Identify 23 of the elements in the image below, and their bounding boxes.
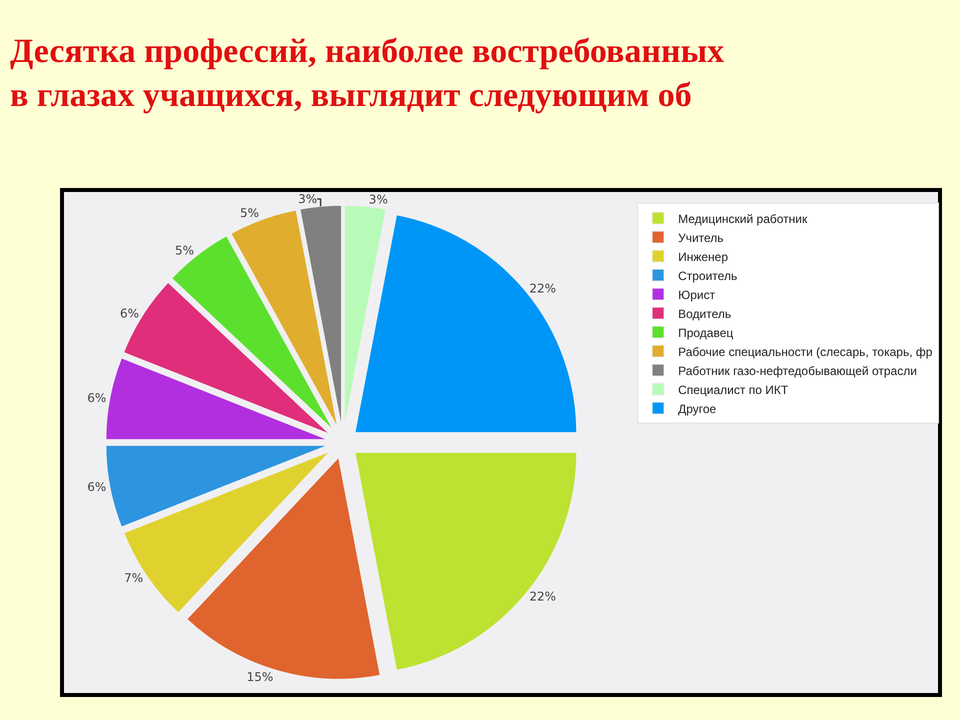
data-label: 15% xyxy=(246,670,274,684)
legend-label: Водитель xyxy=(678,306,732,321)
legend-label: Специалист по ИКТ xyxy=(678,382,789,397)
legend-label: Рабочие специальности (слесарь, токарь, фр xyxy=(678,344,933,359)
data-label: 22% xyxy=(529,590,556,604)
data-label: 3% xyxy=(368,192,388,206)
legend-label: Медицинский работник xyxy=(678,212,808,226)
data-label: 3% xyxy=(298,192,318,206)
legend-label: Строитель xyxy=(678,268,738,283)
legend-label: Юрист xyxy=(678,288,716,302)
legend-label: Инженер xyxy=(678,250,728,264)
data-label: 22% xyxy=(529,281,556,296)
legend-label: Продавец xyxy=(678,326,734,340)
data-label: 6% xyxy=(87,390,106,405)
chart-title: Десятка профессий, наиболее востребованных в глазах учащихся, выглядит следующим об xyxy=(10,33,724,114)
legend-label: Учитель xyxy=(678,230,724,245)
legend-label: Работник газо-нефтедобывающей отрасли xyxy=(678,364,917,378)
data-label: 6% xyxy=(120,306,140,320)
data-label: 6% xyxy=(87,480,106,494)
data-label: 7% xyxy=(124,571,144,586)
data-label: 5% xyxy=(174,244,194,258)
legend-label: Другое xyxy=(678,402,717,416)
data-label: 5% xyxy=(240,206,260,220)
